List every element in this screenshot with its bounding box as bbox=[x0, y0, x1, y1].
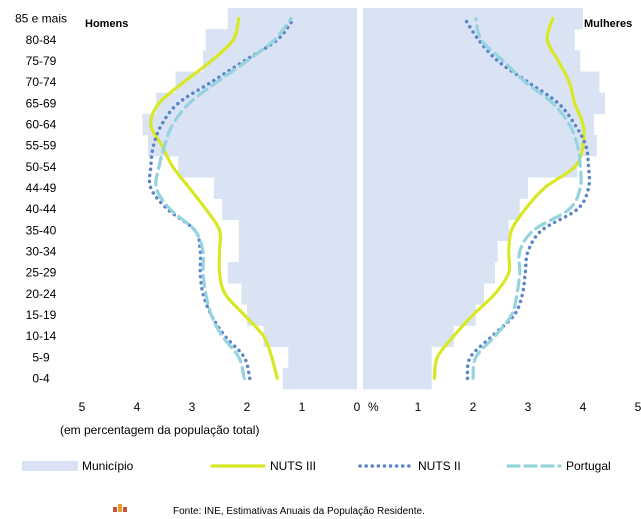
bar-homens-municipio-10-14 bbox=[263, 325, 357, 347]
bar-mulheres-municipio-30-34 bbox=[363, 240, 498, 263]
age-label-30-34: 30-34 bbox=[26, 244, 57, 258]
panel-title-mulheres: Mulheres bbox=[584, 18, 632, 30]
x-tick-left-0: 0 bbox=[354, 400, 361, 414]
x-tick-left-4: 4 bbox=[134, 400, 141, 414]
legend-item-nuts-ii: NUTS II bbox=[358, 459, 461, 473]
bar-mulheres-municipio-65-69 bbox=[363, 92, 605, 115]
line-mulheres-portugal bbox=[471, 17, 583, 380]
bar-mulheres-municipio-75-79 bbox=[363, 50, 581, 72]
x-axis-units-label: % bbox=[368, 400, 379, 414]
age-label-0-4: 0-4 bbox=[32, 371, 50, 385]
legend: Município NUTS III NUTS II Portugal bbox=[22, 459, 611, 473]
legend-swatch-municipio bbox=[22, 461, 78, 471]
age-label-70-74: 70-74 bbox=[26, 75, 57, 89]
age-label-44-49: 44-49 bbox=[26, 181, 57, 195]
age-label-35-40: 35-40 bbox=[26, 223, 57, 237]
bar-homens-municipio-55-59 bbox=[148, 135, 357, 157]
legend-label-portugal: Portugal bbox=[566, 459, 611, 473]
age-label-85-e-mais: 85 e mais bbox=[15, 12, 67, 26]
age-label-75-79: 75-79 bbox=[26, 54, 57, 68]
panel-title-homens: Homens bbox=[85, 18, 128, 30]
age-label-25-29: 25-29 bbox=[26, 266, 57, 280]
bars-layer bbox=[142, 8, 605, 390]
bar-homens-municipio-30-34 bbox=[238, 240, 357, 263]
bar-homens-municipio-15-19 bbox=[247, 304, 357, 326]
bar-mulheres-municipio-85-e-mais bbox=[363, 8, 583, 30]
legend-label-municipio: Município bbox=[82, 459, 134, 473]
bar-homens-municipio-60-64 bbox=[142, 113, 357, 136]
age-label-10-14: 10-14 bbox=[26, 329, 57, 343]
x-tick-right-3: 3 bbox=[525, 400, 532, 414]
bar-mulheres-municipio-44-49 bbox=[363, 177, 528, 199]
line-mulheres-nuts-iii bbox=[432, 17, 586, 380]
age-label-80-84: 80-84 bbox=[26, 33, 57, 47]
bar-mulheres-municipio-50-54 bbox=[363, 156, 578, 178]
bar-homens-municipio-50-54 bbox=[178, 156, 357, 178]
x-tick-right-1: 1 bbox=[415, 400, 422, 414]
x-tick-left-3: 3 bbox=[189, 400, 196, 414]
line-homens-portugal bbox=[154, 17, 293, 380]
age-label-55-59: 55-59 bbox=[26, 139, 57, 153]
age-label-60-64: 60-64 bbox=[26, 117, 57, 131]
bar-homens-municipio-40-44 bbox=[222, 198, 357, 220]
age-label-20-24: 20-24 bbox=[26, 287, 57, 301]
bar-homens-municipio-65-69 bbox=[156, 92, 357, 115]
x-tick-left-2: 2 bbox=[244, 400, 251, 414]
age-label-40-44: 40-44 bbox=[26, 202, 57, 216]
bar-homens-municipio-0-4 bbox=[282, 367, 357, 390]
bar-mulheres-municipio-70-74 bbox=[363, 71, 600, 93]
bar-homens-municipio-35-40 bbox=[238, 219, 357, 242]
age-label-15-19: 15-19 bbox=[26, 308, 57, 322]
bar-homens-municipio-80-84 bbox=[205, 29, 357, 51]
x-tick-right-5: 5 bbox=[635, 400, 641, 414]
bar-mulheres-municipio-40-44 bbox=[363, 198, 520, 220]
x-tick-left-5: 5 bbox=[79, 400, 86, 414]
bar-homens-municipio-5-9 bbox=[288, 346, 357, 369]
legend-item-nuts-iii: NUTS III bbox=[210, 459, 316, 473]
x-tick-right-2: 2 bbox=[470, 400, 477, 414]
x-tick-left-1: 1 bbox=[299, 400, 306, 414]
legend-item-municipio: Município bbox=[22, 459, 134, 473]
source-logo-icon bbox=[113, 504, 127, 512]
bar-mulheres-municipio-80-84 bbox=[363, 29, 575, 51]
age-label-5-9: 5-9 bbox=[32, 350, 50, 364]
chart-note: (em percentagem da população total) bbox=[60, 423, 259, 437]
bar-mulheres-municipio-35-40 bbox=[363, 219, 509, 242]
bar-homens-municipio-44-49 bbox=[214, 177, 357, 199]
source-note: Fonte: INE, Estimativas Anuais da Popula… bbox=[173, 506, 425, 517]
x-tick-right-4: 4 bbox=[580, 400, 587, 414]
bar-mulheres-municipio-55-59 bbox=[363, 135, 597, 157]
age-label-65-69: 65-69 bbox=[26, 96, 57, 110]
bar-homens-municipio-70-74 bbox=[175, 71, 357, 93]
legend-label-nuts-ii: NUTS II bbox=[418, 459, 461, 473]
bar-mulheres-municipio-25-29 bbox=[363, 262, 495, 284]
bar-mulheres-municipio-0-4 bbox=[363, 367, 432, 390]
bar-mulheres-municipio-10-14 bbox=[363, 325, 454, 347]
bar-mulheres-municipio-20-24 bbox=[363, 283, 484, 305]
bar-mulheres-municipio-60-64 bbox=[363, 113, 594, 136]
lines-layer bbox=[147, 16, 592, 381]
bar-mulheres-municipio-5-9 bbox=[363, 346, 432, 369]
line-homens-nuts-iii bbox=[149, 17, 279, 380]
bar-homens-municipio-75-79 bbox=[203, 50, 357, 72]
legend-label-nuts-iii: NUTS III bbox=[270, 459, 316, 473]
bar-homens-municipio-20-24 bbox=[241, 283, 357, 305]
bar-homens-municipio-25-29 bbox=[227, 262, 357, 284]
labels-layer: 0-4 5-9 10-14 15-19 20-24 25-29 30-34 35-40 40-4… bbox=[15, 12, 641, 414]
bar-mulheres-municipio-15-19 bbox=[363, 304, 476, 326]
legend-item-portugal: Portugal bbox=[506, 459, 611, 473]
age-label-50-54: 50-54 bbox=[26, 160, 57, 174]
